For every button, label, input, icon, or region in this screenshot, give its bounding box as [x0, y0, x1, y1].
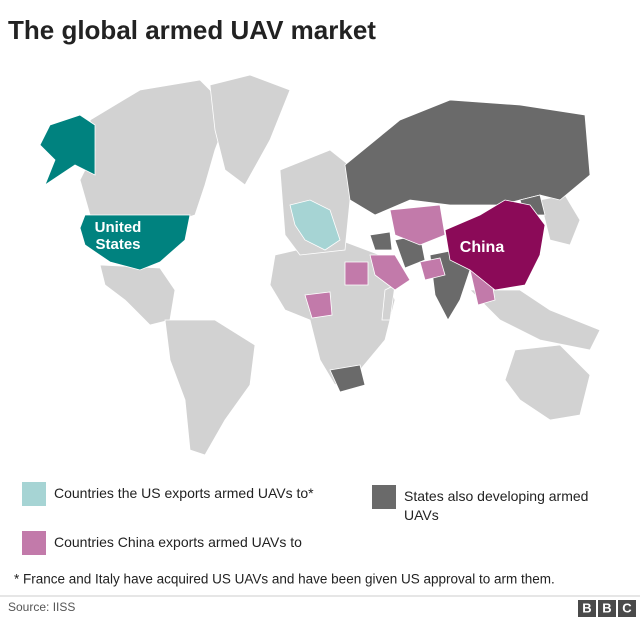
alaska-region [39, 114, 96, 187]
legend-line: States also developing armed [404, 488, 588, 504]
legend-label: Countries China exports armed UAVs to [54, 534, 302, 550]
logo-box [578, 600, 596, 617]
logo-box [618, 600, 636, 617]
world-map: United States China [39, 74, 601, 456]
title: The global armed UAV market [8, 15, 376, 45]
legend: Countries the US exports armed UAVs to* S… [22, 482, 588, 555]
legend-line: Countries China exports armed UAVs to [54, 534, 302, 550]
map-label: United States [95, 219, 142, 253]
legend-label: Countries the US exports armed UAVs to* [54, 485, 314, 501]
logo-box [598, 600, 616, 617]
footnote: * France and Italy have acquired US UAVs… [14, 572, 555, 587]
label-line: China [460, 239, 505, 256]
logo-letter: B [602, 600, 611, 615]
legend-swatch [372, 485, 396, 509]
legend-label: States also developing armed UAVs [404, 488, 588, 523]
label-line: States [95, 236, 140, 253]
united-states-region [79, 214, 191, 271]
logo-letter: C [622, 600, 632, 615]
us-export-region [289, 199, 341, 251]
legend-swatch [22, 482, 46, 506]
map-label: China [460, 239, 505, 256]
label-line: United [95, 219, 142, 236]
china-region [444, 199, 546, 291]
legend-line: Countries the US exports armed UAVs to* [54, 485, 314, 501]
source: Source: IISS [8, 600, 75, 614]
legend-swatch [22, 531, 46, 555]
logo-letter: B [582, 600, 591, 615]
legend-line: UAVs [404, 507, 439, 523]
